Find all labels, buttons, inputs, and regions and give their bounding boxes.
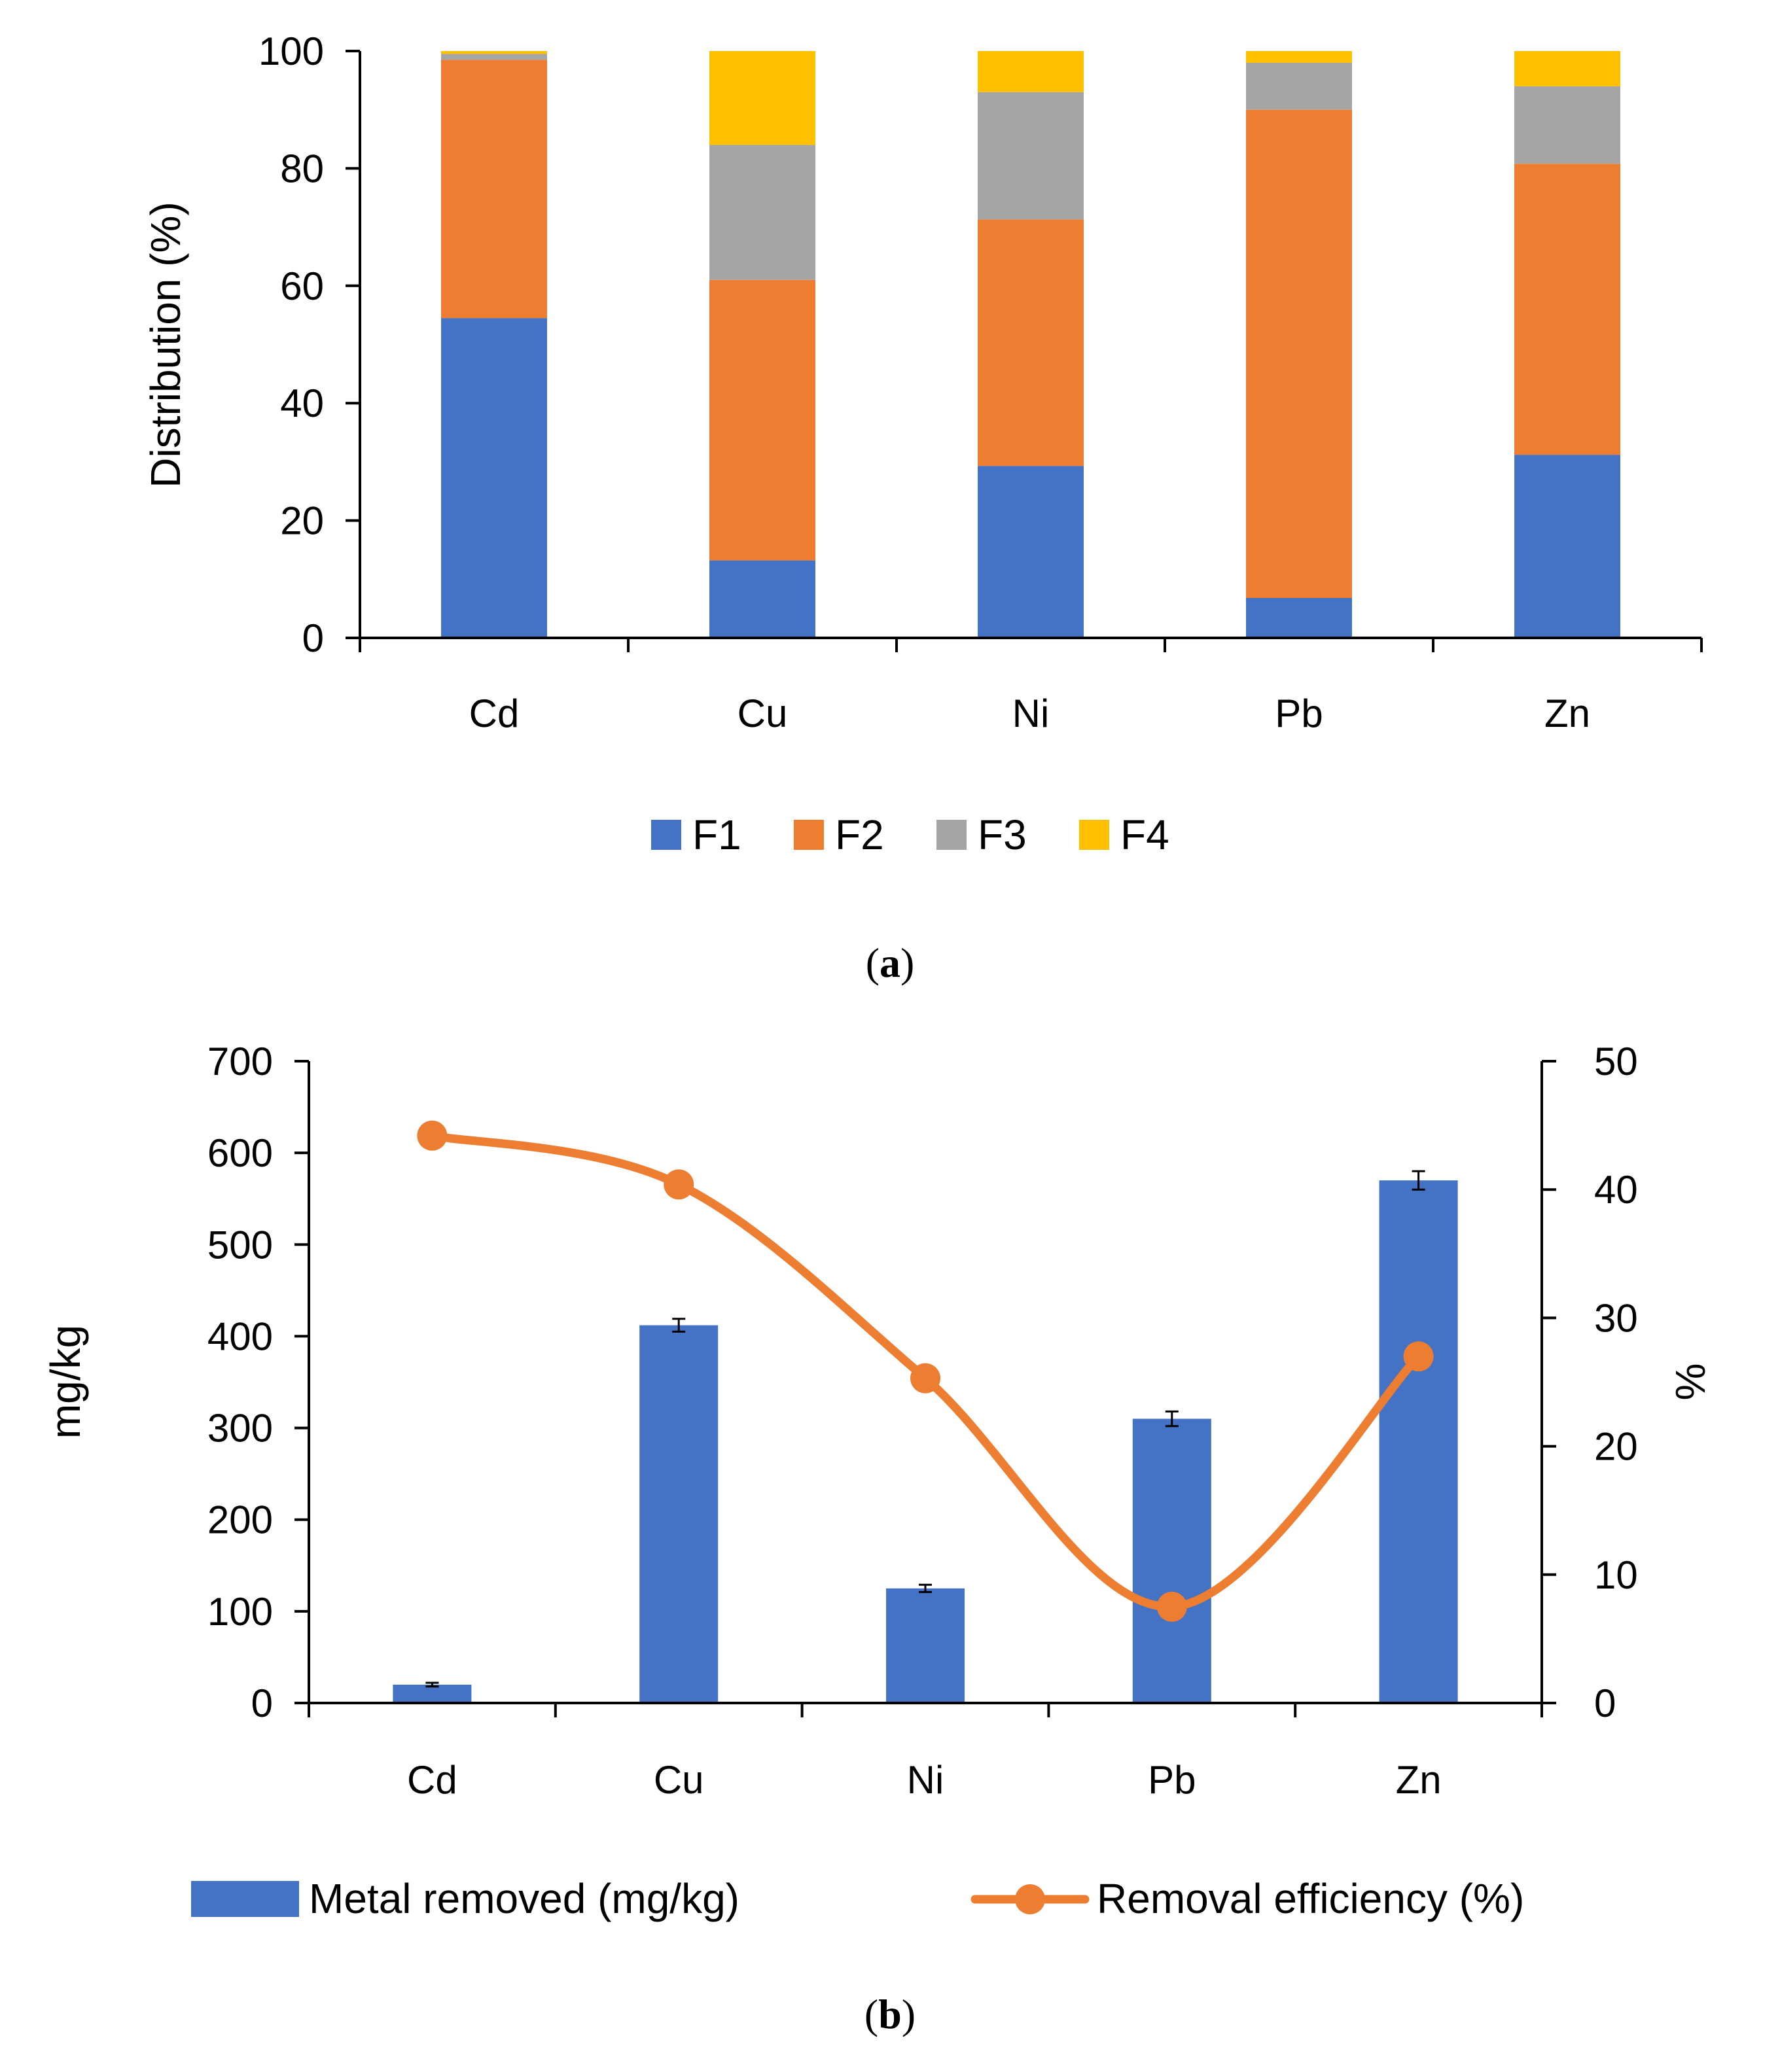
y-tick-label: 100 xyxy=(258,29,324,73)
point-removal-efficiency-ni xyxy=(910,1363,940,1394)
chart-a-y-ticks: 0 20 40 60 80 100 xyxy=(258,29,360,660)
point-removal-efficiency-cu xyxy=(664,1169,694,1200)
left-y-tick-label: 300 xyxy=(207,1407,273,1450)
bar-metal-removed-cu xyxy=(639,1325,719,1703)
right-y-tick-label: 10 xyxy=(1594,1553,1638,1597)
bar-f3-zn xyxy=(1514,86,1620,164)
chart-b-line-series xyxy=(417,1120,1434,1622)
left-y-tick-label: 200 xyxy=(207,1498,273,1542)
bar-f4-zn xyxy=(1514,51,1620,86)
bar-f1-pb xyxy=(1246,598,1352,638)
x-tick-label: Cd xyxy=(469,692,520,735)
legend-swatch-metal-removed xyxy=(191,1881,299,1917)
bar-f4-cd xyxy=(441,51,547,54)
right-y-tick-label: 50 xyxy=(1594,1040,1638,1083)
point-removal-efficiency-pb xyxy=(1156,1591,1187,1622)
bar-f2-pb xyxy=(1246,109,1352,599)
bar-f2-zn xyxy=(1514,164,1620,455)
chart-b-caption-letter: b xyxy=(878,1991,902,2037)
chart-a-x-ticks: Cd Cu Ni Pb Zn xyxy=(359,638,1703,735)
point-removal-efficiency-cd xyxy=(417,1120,448,1151)
bar-f4-ni xyxy=(978,51,1084,92)
legend-marker-removal-efficiency xyxy=(1015,1884,1045,1914)
right-y-tick-label: 0 xyxy=(1594,1681,1616,1725)
legend-swatch-f1 xyxy=(651,820,681,850)
x-tick-label: Cu xyxy=(738,692,788,735)
bar-f1-cu xyxy=(709,560,815,638)
legend-label-f1: F1 xyxy=(692,811,741,858)
bar-f2-ni xyxy=(978,219,1084,466)
chart-a-bars xyxy=(441,51,1620,638)
chart-a-caption-letter: a xyxy=(880,939,900,986)
left-y-tick-label: 100 xyxy=(207,1590,273,1634)
bar-f2-cu xyxy=(709,279,815,561)
chart-a-legend: F1 F2 F3 F4 xyxy=(651,811,1169,858)
left-y-tick-label: 400 xyxy=(207,1314,273,1358)
chart-b: 0 100 200 300 400 500 600 700 0 10 20 30 40 50 Cd Cu N… xyxy=(42,1040,1714,2037)
legend-label-removal-efficiency: Removal efficiency (%) xyxy=(1097,1875,1524,1922)
chart-b-right-y-axis-title: % xyxy=(1667,1363,1714,1401)
bar-metal-removed-zn xyxy=(1379,1180,1458,1703)
chart-b-caption: (b) xyxy=(864,1991,916,2037)
bar-f4-pb xyxy=(1246,51,1352,63)
legend-label-metal-removed: Metal removed (mg/kg) xyxy=(309,1875,739,1922)
bar-metal-removed-cd xyxy=(393,1684,472,1703)
bar-f3-ni xyxy=(978,92,1084,220)
legend-swatch-f4 xyxy=(1079,820,1109,850)
legend-swatch-f3 xyxy=(936,820,967,850)
bar-f3-cu xyxy=(709,145,815,280)
x-tick-label: Cd xyxy=(407,1758,457,1802)
x-tick-label: Ni xyxy=(1012,692,1050,735)
right-y-tick-label: 40 xyxy=(1594,1168,1638,1212)
x-tick-label: Zn xyxy=(1544,692,1590,735)
bar-f3-pb xyxy=(1246,62,1352,110)
right-y-tick-label: 20 xyxy=(1594,1425,1638,1469)
chart-a-y-axis-title: Distribution (%) xyxy=(142,202,189,487)
y-tick-label: 0 xyxy=(302,616,324,660)
chart-b-x-ticks: Cd Cu Ni Pb Zn xyxy=(308,1703,1543,1802)
left-y-tick-label: 0 xyxy=(251,1681,273,1725)
left-y-tick-label: 700 xyxy=(207,1040,273,1083)
bar-f2-cd xyxy=(441,60,547,319)
legend-label-f4: F4 xyxy=(1120,811,1169,858)
bar-metal-removed-ni xyxy=(886,1588,965,1703)
right-y-tick-label: 30 xyxy=(1594,1296,1638,1340)
chart-b-left-y-axis-title: mg/kg xyxy=(42,1325,89,1439)
y-tick-label: 60 xyxy=(280,264,324,308)
chart-b-bars xyxy=(393,1180,1458,1703)
y-tick-label: 80 xyxy=(280,147,324,190)
bar-f1-ni xyxy=(978,466,1084,638)
bar-f4-cu xyxy=(709,51,815,145)
chart-a: 0 20 40 60 80 100 Cd Cu Ni Pb Zn Distribution (%)… xyxy=(142,29,1703,986)
x-tick-label: Zn xyxy=(1396,1758,1442,1802)
bar-f3-cd xyxy=(441,54,547,60)
x-tick-label: Ni xyxy=(907,1758,944,1802)
left-y-tick-label: 500 xyxy=(207,1223,273,1267)
bar-metal-removed-pb xyxy=(1132,1418,1211,1703)
bar-f1-zn xyxy=(1514,455,1620,638)
x-tick-label: Pb xyxy=(1148,1758,1196,1802)
chart-a-caption: (a) xyxy=(866,939,915,986)
bar-f1-cd xyxy=(441,318,547,638)
y-tick-label: 40 xyxy=(280,381,324,425)
y-tick-label: 20 xyxy=(280,499,324,543)
chart-b-right-y-ticks: 0 10 20 30 40 50 xyxy=(1542,1040,1638,1725)
legend-swatch-f2 xyxy=(794,820,824,850)
left-y-tick-label: 600 xyxy=(207,1131,273,1175)
legend-label-f3: F3 xyxy=(978,811,1027,858)
chart-b-left-y-ticks: 0 100 200 300 400 500 600 700 xyxy=(207,1040,309,1725)
x-tick-label: Pb xyxy=(1275,692,1323,735)
line-removal-efficiency xyxy=(427,1131,1423,1611)
chart-b-error-bars xyxy=(425,1170,1425,1688)
legend-label-f2: F2 xyxy=(835,811,884,858)
point-removal-efficiency-zn xyxy=(1403,1341,1434,1372)
chart-b-legend: Metal removed (mg/kg) Removal efficiency … xyxy=(191,1875,1524,1922)
x-tick-label: Cu xyxy=(654,1758,704,1802)
